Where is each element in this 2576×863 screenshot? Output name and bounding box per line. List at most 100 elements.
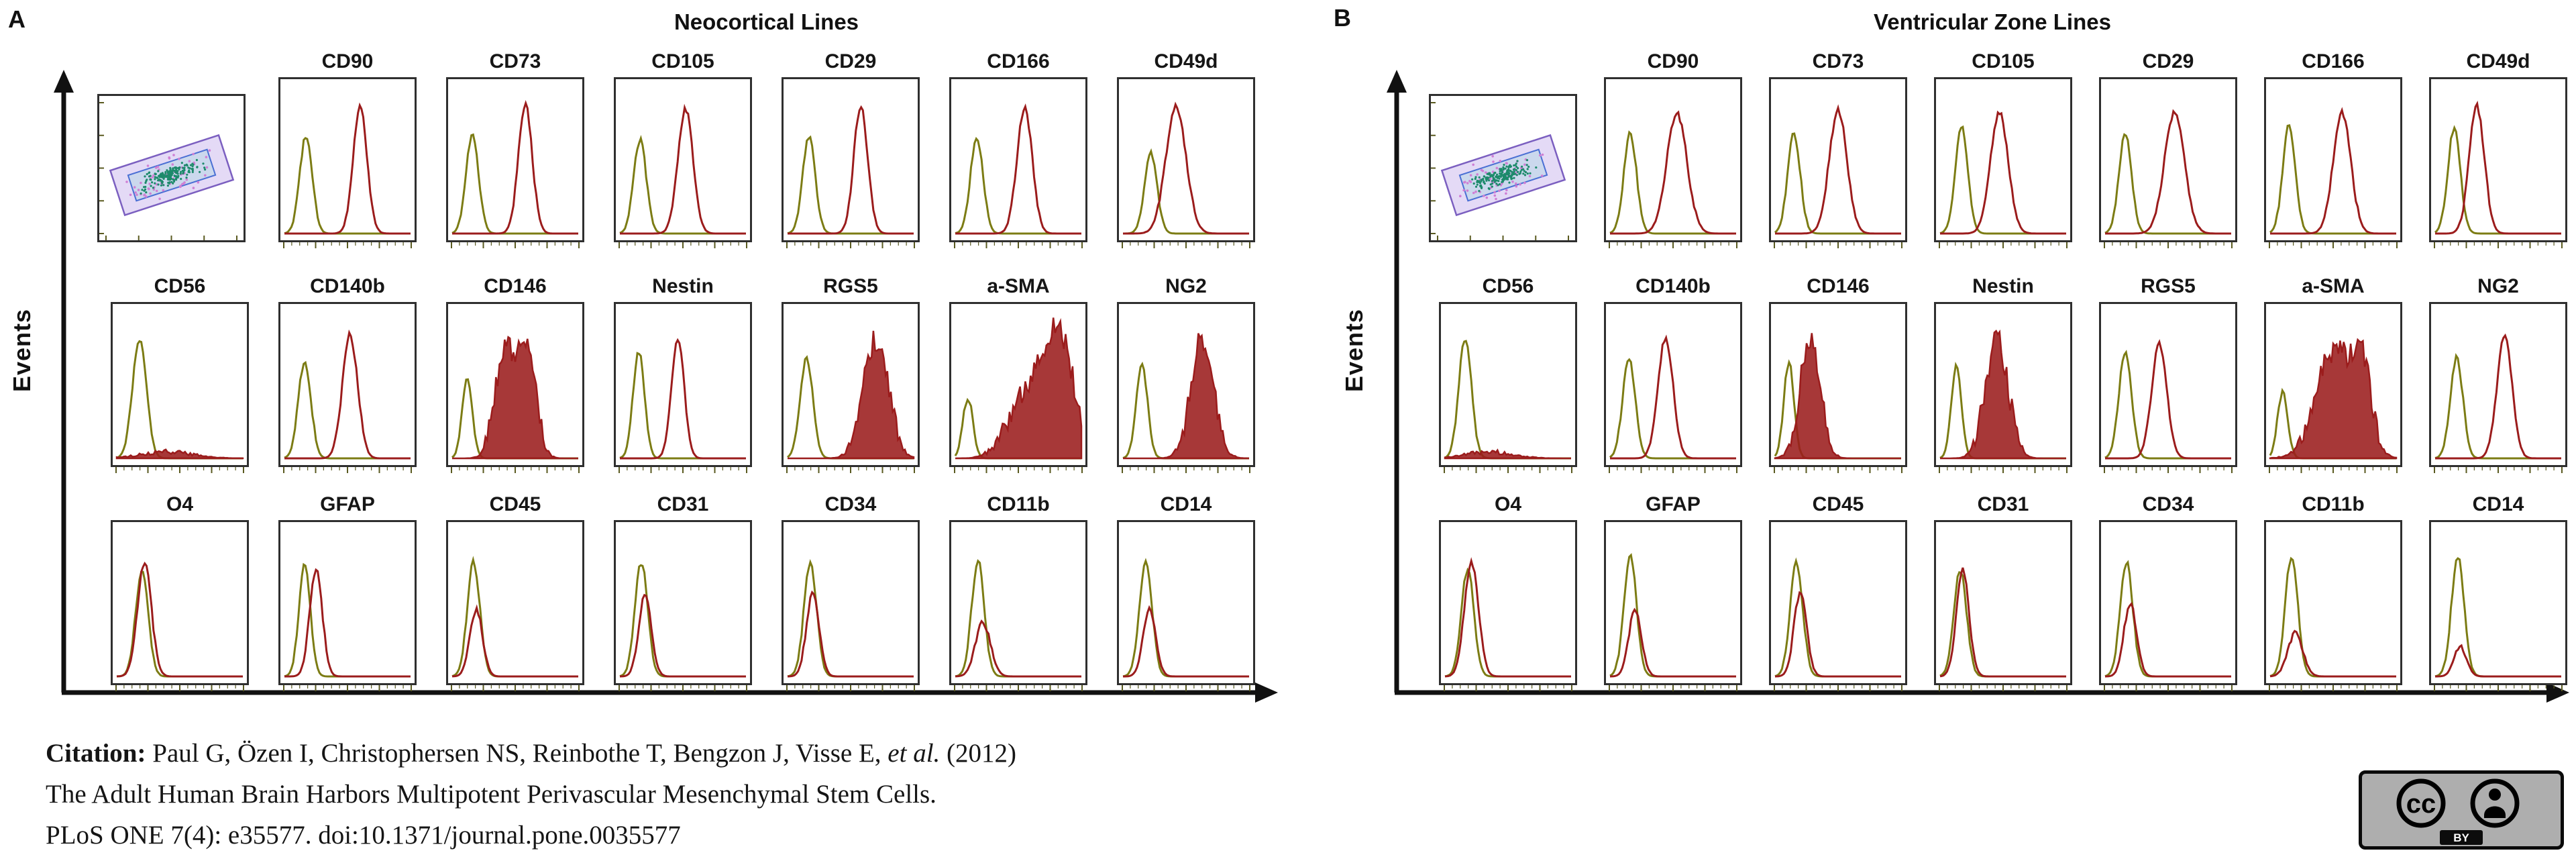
x-axis-ticks <box>278 242 417 256</box>
marker-label: a-SMA <box>987 275 1050 297</box>
histogram-plot <box>949 77 1087 242</box>
marker-label: CD29 <box>2142 50 2194 72</box>
marker-label: CD73 <box>1812 50 1864 72</box>
marker-label: CD29 <box>824 50 877 72</box>
histogram-plot <box>2429 77 2567 242</box>
marker-label: CD11b <box>987 493 1050 515</box>
marker-label: CD34 <box>2142 493 2194 515</box>
histogram-plot <box>2099 520 2237 685</box>
histogram-plot <box>1934 77 2072 242</box>
cc-by-badge: cc BY <box>2359 770 2564 850</box>
histogram-plot <box>1117 77 1255 242</box>
histogram-plot <box>2099 302 2237 467</box>
x-axis-ticks <box>2264 467 2402 481</box>
marker-label: a-SMA <box>2302 275 2365 297</box>
marker-label: RGS5 <box>823 275 878 297</box>
histogram-plot <box>446 302 584 467</box>
x-axis-ticks <box>278 685 417 699</box>
scatter-gate-plot <box>1429 94 1577 242</box>
marker-label: CD31 <box>657 493 709 515</box>
marker-label: CD31 <box>1977 493 2029 515</box>
x-axis-ticks <box>2099 467 2237 481</box>
x-axis-ticks <box>2264 685 2402 699</box>
citation-authors: Paul G, Özen I, Christophersen NS, Reinb… <box>146 739 888 768</box>
histogram-plot <box>1934 302 2072 467</box>
marker-label: CD73 <box>489 50 541 72</box>
citation-year: (2012) <box>940 739 1017 768</box>
citation-label: Citation: <box>46 739 146 768</box>
x-axis-ticks <box>949 685 1087 699</box>
marker-label: CD34 <box>824 493 877 515</box>
x-axis-ticks <box>1604 467 1742 481</box>
histogram-plot <box>446 77 584 242</box>
panel-b-y-axis-label: Events <box>1340 309 1368 393</box>
x-axis-ticks <box>2099 242 2237 256</box>
x-axis-ticks <box>446 242 584 256</box>
histogram-plot <box>111 520 249 685</box>
histogram-plot <box>1934 520 2072 685</box>
panel-a-title: Neocortical Lines <box>674 9 859 34</box>
marker-label: CD56 <box>1482 275 1534 297</box>
histogram-plot <box>278 520 417 685</box>
person-icon <box>2470 778 2520 828</box>
panel-a-letter: A <box>8 5 25 33</box>
citation-line-3: PLoS ONE 7(4): e35577. doi:10.1371/journ… <box>46 821 681 850</box>
marker-label: GFAP <box>1646 493 1701 515</box>
marker-label: CD49d <box>2466 50 2530 72</box>
x-axis-ticks <box>111 467 249 481</box>
citation-line-1: Citation: Paul G, Özen I, Christophersen… <box>46 733 1016 774</box>
panel-b-letter: B <box>1334 4 1351 32</box>
cc-icon-label: cc <box>2406 789 2436 819</box>
histogram-plot <box>278 77 417 242</box>
x-axis-ticks <box>2429 685 2567 699</box>
histogram-plot <box>1117 520 1255 685</box>
histogram-plot <box>1439 520 1577 685</box>
x-axis-ticks <box>2099 685 2237 699</box>
x-axis-ticks <box>949 467 1087 481</box>
histogram-plot <box>2429 302 2567 467</box>
marker-label: CD90 <box>321 50 374 72</box>
histogram-plot <box>2099 77 2237 242</box>
citation-line-2: The Adult Human Brain Harbors Multipoten… <box>46 780 936 809</box>
x-axis-ticks <box>782 467 920 481</box>
histogram-plot <box>1117 302 1255 467</box>
marker-label: CD14 <box>2472 493 2524 515</box>
histogram-plot <box>2264 77 2402 242</box>
x-axis-ticks <box>1439 467 1577 481</box>
histogram-plot <box>1604 77 1742 242</box>
histogram-plot <box>1769 77 1907 242</box>
x-axis-ticks <box>1934 467 2072 481</box>
x-axis-ticks <box>782 685 920 699</box>
histogram-plot <box>614 520 752 685</box>
x-axis-ticks <box>1769 685 1907 699</box>
x-axis-ticks <box>2264 242 2402 256</box>
marker-label: CD45 <box>489 493 541 515</box>
marker-label: CD140b <box>1635 275 1711 297</box>
histogram-plot <box>278 302 417 467</box>
marker-label: CD146 <box>484 275 547 297</box>
by-plate <box>2440 830 2483 845</box>
cc-icon <box>2396 778 2446 828</box>
x-axis-ticks <box>2429 467 2567 481</box>
marker-label: CD56 <box>154 275 206 297</box>
x-axis-ticks <box>1934 242 2072 256</box>
x-axis-ticks <box>2429 242 2567 256</box>
x-axis-ticks <box>614 685 752 699</box>
histogram-plot <box>111 302 249 467</box>
histogram-plot <box>782 302 920 467</box>
panel-b-title: Ventricular Zone Lines <box>1874 9 2111 34</box>
histogram-plot <box>2264 520 2402 685</box>
marker-label: CD11b <box>2302 493 2365 515</box>
histogram-plot <box>782 77 920 242</box>
marker-label: CD105 <box>1972 50 2035 72</box>
marker-label: O4 <box>166 493 194 515</box>
panel-a-y-axis-label: Events <box>8 309 36 393</box>
histogram-plot <box>2429 520 2567 685</box>
x-axis-ticks <box>1117 242 1255 256</box>
marker-label: CD49d <box>1154 50 1218 72</box>
marker-label: CD166 <box>987 50 1050 72</box>
histogram-plot <box>614 302 752 467</box>
marker-label: NG2 <box>2477 275 2519 297</box>
x-axis-ticks <box>111 685 249 699</box>
